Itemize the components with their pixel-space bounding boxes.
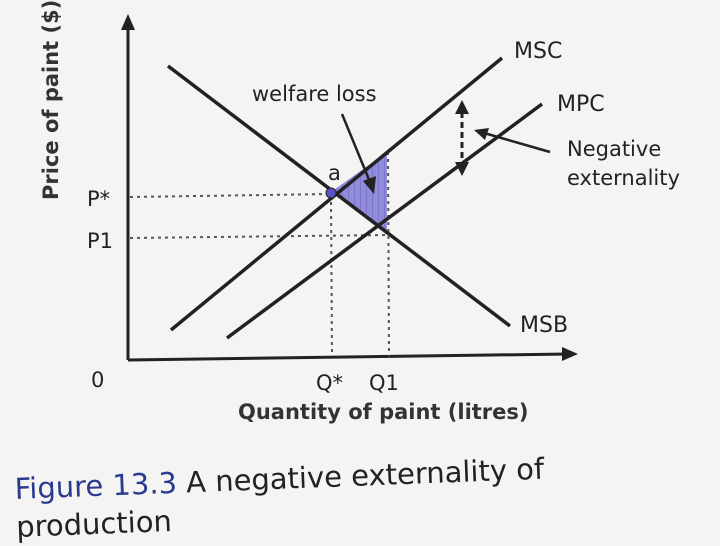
mpc-label: MPC: [557, 92, 605, 117]
x-axis: [127, 352, 569, 362]
msc-label: MSC: [514, 39, 562, 64]
p1-label: P1: [87, 229, 113, 253]
origin-label: 0: [91, 368, 104, 392]
externality-diagram: Price of paint ($) Quantity of paint (li…: [39, 0, 680, 424]
externality-gap-arrow-bottom: [455, 162, 469, 176]
y-axis-arrow: [121, 14, 135, 30]
welfare-loss-pointer-head: [363, 176, 376, 194]
msb-curve: [166, 64, 512, 328]
p1-guide: [129, 234, 389, 239]
msb-label: MSB: [520, 313, 568, 338]
x-axis-arrow: [562, 347, 578, 361]
q-star-guide: [330, 194, 333, 357]
externality-label-line1: Negative: [567, 137, 661, 161]
q1-label: Q1: [369, 371, 399, 395]
q-star-label: Q*: [316, 371, 343, 395]
mpc-curve: [225, 102, 544, 340]
externality-gap-arrow-top: [455, 100, 469, 114]
figure-number: Figure 13.3: [14, 465, 178, 506]
y-axis-label: Price of paint ($): [39, 0, 63, 200]
externality-pointer: [483, 131, 551, 154]
equilibrium-point-a: [325, 187, 337, 199]
welfare-loss-pointer: [340, 113, 372, 183]
p-star-guide: [129, 193, 332, 198]
x-axis-label: Quantity of paint (litres): [238, 400, 529, 424]
welfare-loss-area: [331, 152, 387, 235]
p-star-label: P*: [87, 187, 110, 211]
externality-label-line2: externality: [567, 166, 680, 190]
externality-pointer-head: [474, 128, 489, 140]
q1-guide: [387, 151, 390, 357]
point-a-label: a: [328, 161, 341, 185]
welfare-loss-label: welfare loss: [252, 82, 377, 106]
